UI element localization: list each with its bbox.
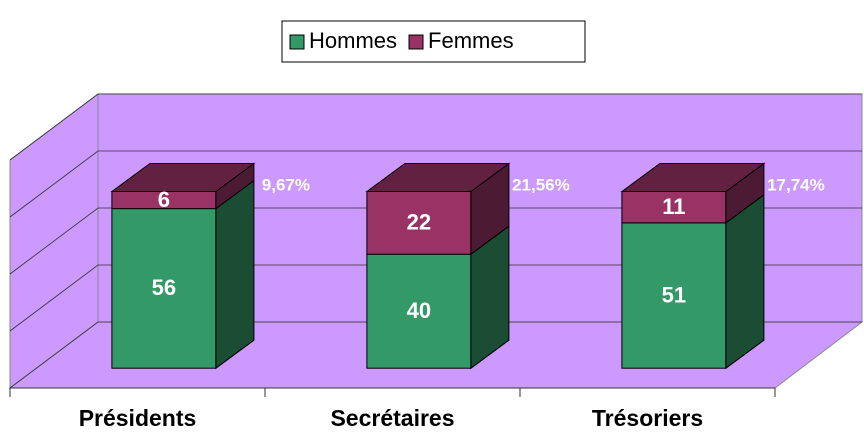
value-label: 56 <box>152 275 176 300</box>
legend-label: Femmes <box>428 28 514 53</box>
bar-segment <box>366 253 472 369</box>
legend-swatch <box>408 34 424 50</box>
bar-top <box>365 163 511 192</box>
annotation: 9,67% <box>262 175 310 194</box>
bar-side <box>725 193 765 370</box>
bar-top <box>110 163 256 192</box>
x-tick-label: Présidents <box>79 405 197 431</box>
grid-line <box>9 207 862 275</box>
legend: Hommes Femmes <box>281 20 586 63</box>
bar-segment <box>621 191 727 224</box>
legend-box <box>281 20 586 63</box>
legend-label: Hommes <box>309 28 397 53</box>
grid-line <box>9 150 862 218</box>
annotation: 17,74% <box>767 175 825 194</box>
grid-line <box>9 93 862 161</box>
value-label: 6 <box>158 187 170 212</box>
x-tick-label: Trésoriers <box>592 405 703 431</box>
bar-top <box>620 163 766 192</box>
grid-line <box>9 264 862 332</box>
value-label: 11 <box>662 194 685 219</box>
grid-line <box>9 321 862 389</box>
annotation: 21,56% <box>512 175 570 194</box>
value-label: 22 <box>407 210 431 235</box>
value-label: 40 <box>407 298 431 323</box>
value-label: 51 <box>662 282 686 307</box>
legend-swatch <box>289 34 305 50</box>
bar-side <box>215 179 255 370</box>
x-tick-label: Secrétaires <box>330 405 454 431</box>
